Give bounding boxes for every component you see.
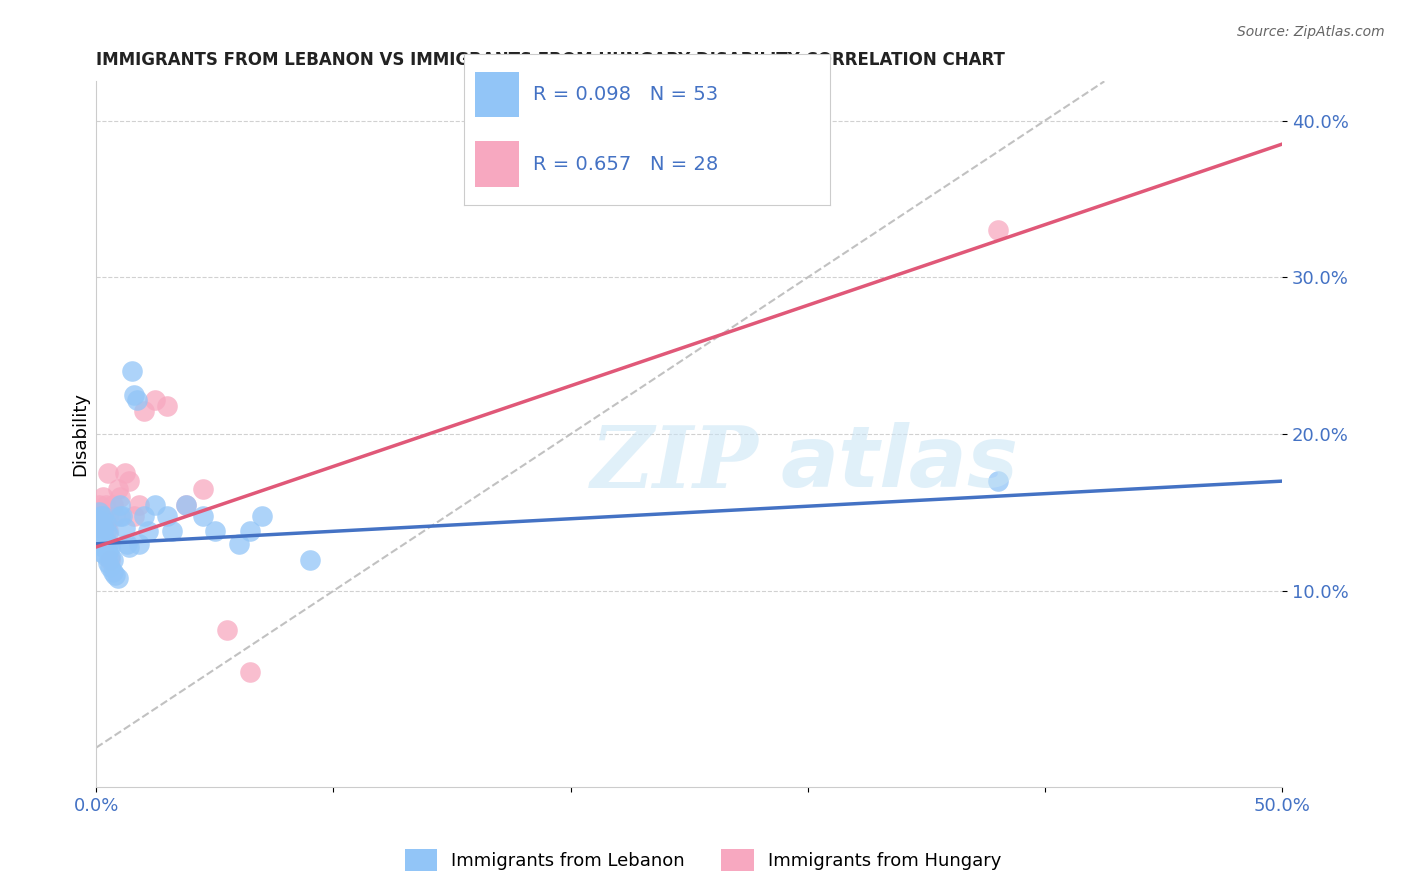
- Point: [87, 506, 110, 520]
- Point: [91, 508, 114, 523]
- Point: [100, 560, 122, 574]
- Text: R = 0.098   N = 53: R = 0.098 N = 53: [533, 85, 718, 104]
- Point: [87, 521, 110, 535]
- Point: [97, 556, 120, 570]
- Point: [101, 565, 124, 579]
- Point: [111, 508, 134, 523]
- Point: [107, 482, 129, 496]
- Point: [94, 518, 117, 533]
- Point: [87, 498, 110, 512]
- Point: [176, 498, 198, 512]
- Point: [104, 568, 127, 582]
- Point: [91, 518, 114, 533]
- Point: [128, 498, 150, 512]
- Point: [91, 540, 114, 554]
- Point: [125, 392, 148, 407]
- Point: [122, 508, 145, 523]
- Point: [114, 521, 136, 535]
- Point: [156, 399, 179, 413]
- Point: [97, 537, 120, 551]
- Text: atlas: atlas: [780, 422, 1018, 506]
- Point: [191, 508, 214, 523]
- Point: [100, 552, 122, 566]
- Point: [87, 529, 110, 543]
- Point: [118, 540, 141, 554]
- Point: [91, 508, 114, 523]
- Point: [252, 508, 274, 523]
- Point: [90, 518, 112, 533]
- Point: [132, 403, 155, 417]
- Y-axis label: Disability: Disability: [72, 392, 89, 476]
- Point: [987, 474, 1010, 488]
- Point: [156, 508, 179, 523]
- Point: [90, 508, 112, 523]
- Point: [97, 467, 120, 481]
- Point: [108, 498, 131, 512]
- Point: [145, 392, 167, 407]
- Point: [87, 513, 110, 527]
- Point: [114, 467, 136, 481]
- Point: [239, 665, 262, 680]
- Bar: [475, 71, 519, 117]
- Point: [90, 544, 112, 558]
- Point: [94, 498, 117, 512]
- Point: [145, 498, 167, 512]
- Legend: Immigrants from Lebanon, Immigrants from Hungary: Immigrants from Lebanon, Immigrants from…: [398, 842, 1008, 879]
- Point: [90, 506, 112, 520]
- Point: [987, 223, 1010, 237]
- Point: [94, 524, 117, 539]
- Point: [215, 623, 238, 637]
- Point: [100, 540, 122, 554]
- Point: [298, 552, 321, 566]
- Bar: [475, 142, 519, 187]
- Point: [108, 490, 131, 504]
- Point: [176, 498, 198, 512]
- Point: [97, 508, 120, 523]
- Point: [228, 537, 250, 551]
- Point: [191, 482, 214, 496]
- Point: [91, 490, 114, 504]
- Point: [101, 498, 124, 512]
- Point: [90, 529, 112, 543]
- Point: [104, 508, 127, 523]
- Point: [91, 524, 114, 539]
- Point: [94, 549, 117, 564]
- Point: [94, 540, 117, 554]
- Point: [94, 533, 117, 548]
- Point: [97, 544, 120, 558]
- Point: [115, 537, 138, 551]
- Point: [91, 533, 114, 548]
- Point: [122, 388, 145, 402]
- Point: [121, 364, 143, 378]
- Point: [100, 549, 122, 564]
- Point: [97, 527, 120, 541]
- Text: Source: ZipAtlas.com: Source: ZipAtlas.com: [1237, 25, 1385, 39]
- Point: [101, 552, 124, 566]
- Point: [160, 524, 183, 539]
- Point: [108, 508, 131, 523]
- Point: [239, 524, 262, 539]
- Point: [90, 521, 112, 535]
- Point: [128, 537, 150, 551]
- Point: [107, 571, 129, 585]
- Point: [118, 474, 141, 488]
- Point: [87, 508, 110, 523]
- Point: [204, 524, 226, 539]
- Point: [132, 508, 155, 523]
- Text: R = 0.657   N = 28: R = 0.657 N = 28: [533, 154, 718, 174]
- Text: ZIP: ZIP: [591, 422, 758, 506]
- Point: [138, 524, 160, 539]
- Point: [97, 524, 120, 539]
- Text: IMMIGRANTS FROM LEBANON VS IMMIGRANTS FROM HUNGARY DISABILITY CORRELATION CHART: IMMIGRANTS FROM LEBANON VS IMMIGRANTS FR…: [96, 51, 1005, 69]
- Point: [90, 537, 112, 551]
- Point: [94, 516, 117, 531]
